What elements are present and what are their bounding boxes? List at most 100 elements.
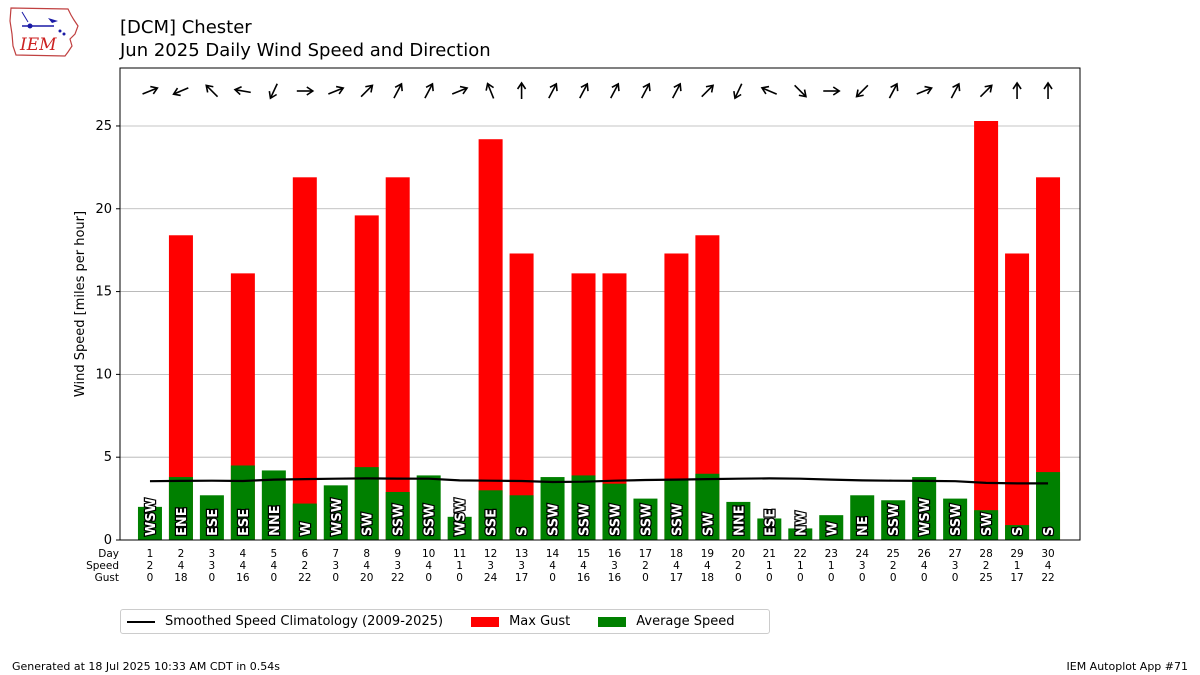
direction-label: ESE (763, 509, 778, 536)
table-cell: 17 (1010, 572, 1023, 584)
direction-label: S (1011, 527, 1026, 536)
arrow-shaft (856, 84, 869, 97)
arrow-head (924, 85, 933, 95)
table-cell: 2 (147, 560, 154, 572)
table-cell: 1 (766, 560, 773, 572)
arrow-head (335, 85, 345, 95)
table-cell: 11 (453, 548, 466, 560)
arrow-shaft (424, 84, 433, 99)
avg-bar (261, 470, 286, 540)
arrow-head (855, 89, 864, 98)
y-axis-label: Wind Speed [miles per hour] (73, 211, 88, 397)
arrow-head (580, 82, 589, 92)
table-cell: 18 (670, 548, 683, 560)
arrow-shaft (671, 84, 681, 99)
table-cell: 28 (979, 548, 992, 560)
gust-bar (478, 139, 503, 540)
avg-bar (633, 498, 658, 540)
arrow-shaft (235, 88, 251, 94)
direction-label: SSW (670, 504, 685, 536)
table-cell: 3 (487, 560, 494, 572)
direction-arrow-icon (610, 82, 620, 99)
table-row-label: Speed (86, 560, 119, 572)
arrow-shaft (206, 85, 219, 98)
table-cell: 2 (642, 560, 649, 572)
table-cell: 4 (363, 560, 370, 572)
table-cell: 3 (394, 560, 401, 572)
arrow-head (233, 85, 242, 96)
avg-bar (819, 515, 844, 540)
table-cell: 4 (178, 560, 185, 572)
avg-bar (726, 501, 751, 540)
direction-arrow-icon (1043, 81, 1053, 99)
arrow-head (425, 82, 434, 92)
table-cell: 25 (887, 548, 900, 560)
arrow-head (549, 82, 558, 92)
arrow-shaft (734, 83, 743, 98)
y-tick-label: 25 (95, 119, 112, 134)
table-cell: 21 (763, 548, 776, 560)
gust-bar (509, 253, 534, 540)
table-cell: 1 (797, 560, 804, 572)
arrow-shaft (950, 84, 960, 99)
table-cell: 17 (639, 548, 652, 560)
table-cell: 5 (270, 548, 277, 560)
arrow-head (459, 85, 469, 95)
direction-label: SSW (887, 504, 902, 536)
table-cell: 2 (983, 560, 990, 572)
table-cell: 16 (577, 572, 591, 584)
avg-bar (912, 477, 937, 540)
arrow-shaft (916, 87, 931, 95)
arrow-head (798, 89, 807, 98)
table-cell: 3 (209, 548, 216, 560)
direction-arrow-icon (823, 86, 841, 96)
table-cell: 4 (921, 560, 928, 572)
direction-arrow-icon (1012, 81, 1022, 99)
direction-label: SSW (392, 504, 407, 536)
table-cell: 0 (952, 572, 959, 584)
table-cell: 4 (1045, 560, 1052, 572)
table-cell: 17 (515, 572, 528, 584)
direction-label: SW (980, 512, 995, 536)
legend-line-swatch (127, 620, 155, 623)
table-cell: 25 (979, 572, 992, 584)
table-cell: 9 (394, 548, 401, 560)
direction-label: W (825, 522, 840, 536)
direction-label: SSW (608, 504, 623, 536)
table-row-label: Day (98, 548, 119, 560)
table-cell: 15 (577, 548, 590, 560)
chart-title: [DCM] Chester (120, 17, 252, 38)
avg-bar (974, 510, 999, 540)
table-cell: 0 (425, 572, 432, 584)
table-cell: 2 (735, 560, 742, 572)
arrow-head (760, 85, 770, 95)
arrow-head (611, 82, 620, 92)
direction-arrow-icon (950, 82, 961, 99)
avg-bar (137, 506, 162, 540)
table-cell: 3 (952, 560, 959, 572)
direction-label: SSW (423, 504, 438, 536)
direction-label: ESE (206, 509, 221, 536)
arrow-shaft (451, 87, 467, 95)
gust-bar (385, 177, 410, 540)
table-cell: 10 (422, 548, 435, 560)
iem-logo: IEM (8, 6, 80, 58)
avg-bar (416, 475, 441, 540)
table-cell: 24 (484, 572, 498, 584)
avg-bar (199, 495, 224, 540)
table-cell: 4 (270, 560, 277, 572)
arrow-head (485, 82, 495, 91)
table-cell: 22 (1041, 572, 1054, 584)
direction-label: NW (794, 511, 809, 536)
gust-bar (292, 177, 317, 540)
table-cell: 20 (360, 572, 373, 584)
table-cell: 4 (673, 560, 680, 572)
direction-label: ENE (175, 507, 190, 536)
table-cell: 16 (608, 572, 622, 584)
table-cell: 0 (209, 572, 216, 584)
arrow-shaft (270, 83, 278, 98)
gust-bar (974, 120, 999, 540)
avg-bar (509, 495, 534, 540)
legend-label-avg: Average Speed (636, 614, 735, 629)
direction-arrow-icon (424, 82, 434, 99)
